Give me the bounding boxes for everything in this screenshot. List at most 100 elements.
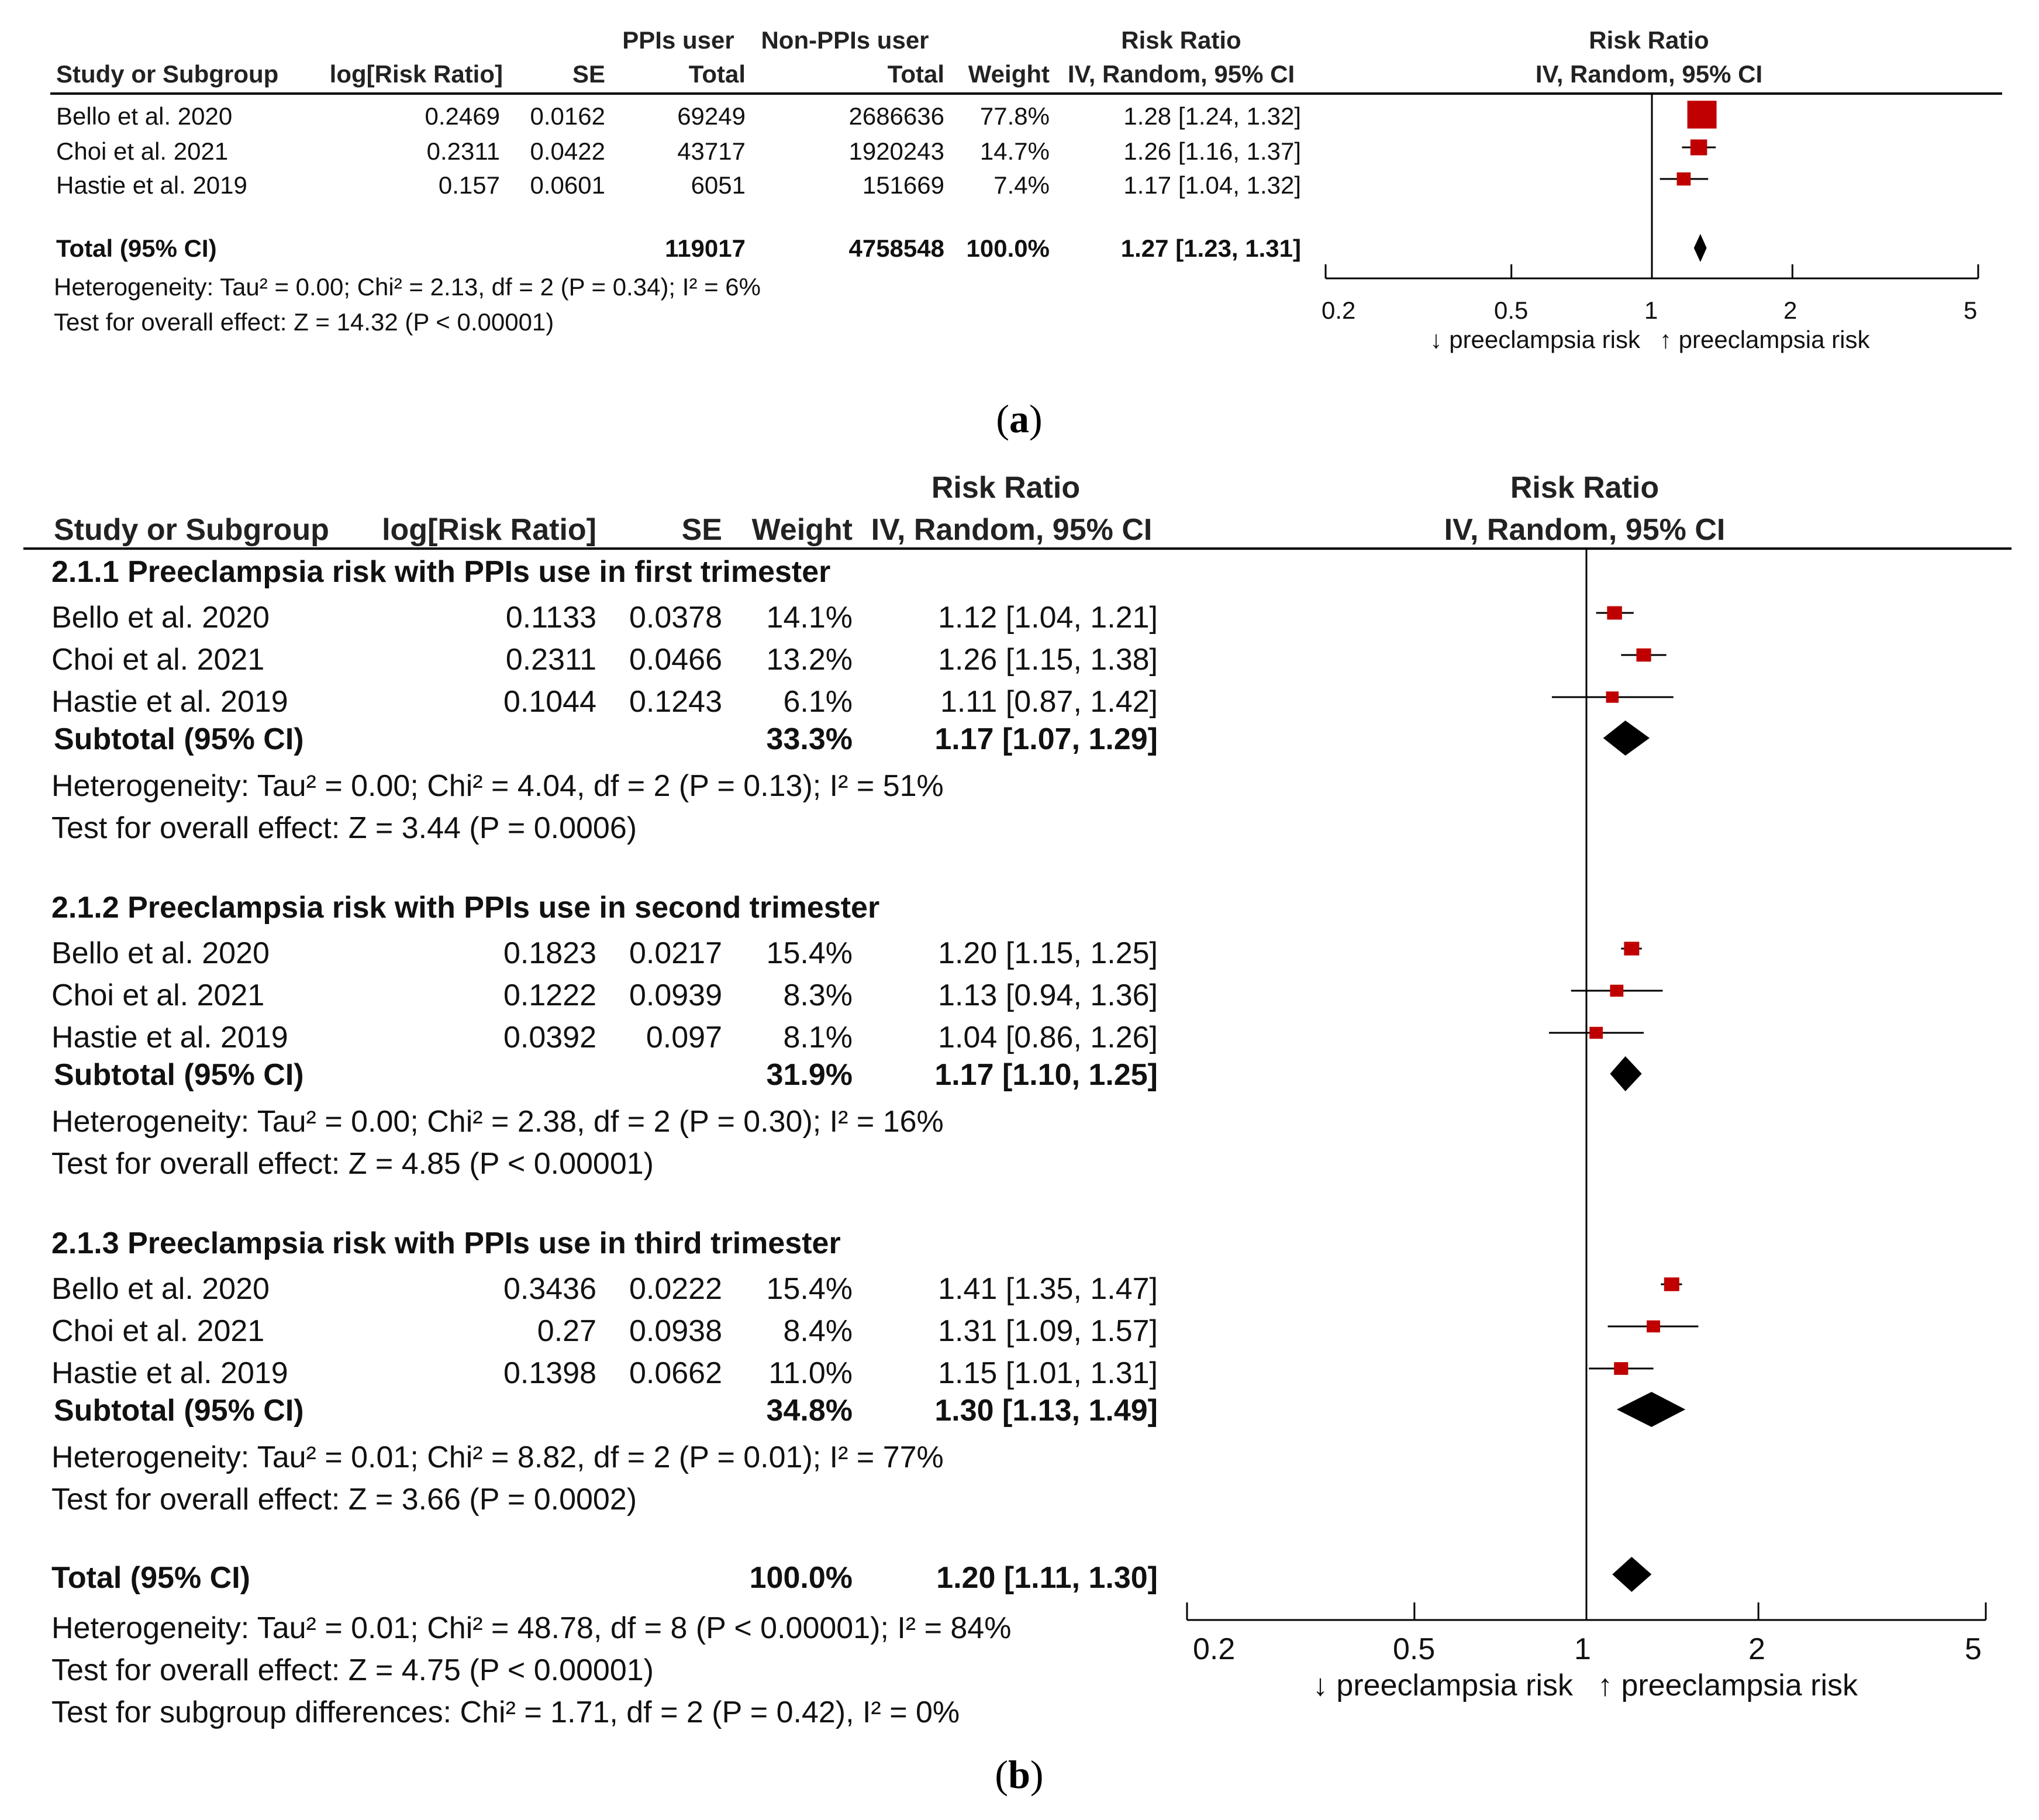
study-square <box>1614 1362 1629 1375</box>
total-label: Total (95% CI) <box>56 235 217 262</box>
ci-text: 1.28 [1.24, 1.32] <box>1123 102 1301 130</box>
se-value: 0.0217 <box>629 936 722 970</box>
subtotal-label: Subtotal (95% CI) <box>54 1058 304 1092</box>
axis-tick-label: 0.5 <box>1494 297 1529 324</box>
weight-value: 77.8% <box>979 102 1050 130</box>
se-value: 0.0939 <box>629 978 722 1012</box>
se-value: 0.0222 <box>629 1272 722 1306</box>
heterogeneity-text: Heterogeneity: Tau² = 0.00; Chi² = 2.13,… <box>54 273 761 301</box>
study-square <box>1676 172 1691 186</box>
rr-method-header: IV, Random, 95% CI <box>871 513 1153 547</box>
se-value: 0.097 <box>646 1021 722 1054</box>
overall-effect-text: Test for overall effect: Z = 4.85 (P < 0… <box>51 1147 654 1181</box>
heterogeneity-text: Heterogeneity: Tau² = 0.00; Chi² = 4.04,… <box>51 769 944 803</box>
axis-left-label: ↓ preeclampsia risk <box>1312 1669 1573 1702</box>
weight-value: 8.4% <box>783 1314 853 1348</box>
total-label: Total (95% CI) <box>51 1561 250 1595</box>
study-name: Choi et al. 2021 <box>51 643 265 677</box>
se-value: 0.0378 <box>629 601 722 635</box>
study-square <box>1607 606 1622 620</box>
total1-column-header: Total <box>688 60 746 88</box>
study-name: Bello et al. 2020 <box>56 102 233 130</box>
study-name: Bello et al. 2020 <box>51 601 270 635</box>
subtotal-weight: 33.3% <box>766 722 853 756</box>
rr-top-header: Risk Ratio <box>931 471 1081 505</box>
panel-a-caption: (a) <box>996 397 1043 441</box>
se-column-header: SE <box>681 513 722 547</box>
total2-value: 2686636 <box>848 102 944 130</box>
study-name: Hastie et al. 2019 <box>51 685 288 719</box>
axis-right-label: ↑ preeclampsia risk <box>1660 326 1870 353</box>
se-value: 0.1243 <box>629 685 722 719</box>
logrr-column-header: log[Risk Ratio] <box>382 513 596 547</box>
total-ci-text: 1.20 [1.11, 1.30] <box>936 1561 1158 1595</box>
total-weight: 100.0% <box>966 235 1050 262</box>
study-name: Hastie et al. 2019 <box>51 1021 288 1054</box>
pooled-diamond <box>1603 721 1650 756</box>
total2-value: 151669 <box>862 171 944 199</box>
ci-text: 1.04 [0.86, 1.26] <box>938 1021 1158 1054</box>
total1-value: 69249 <box>677 102 746 130</box>
logrr-value: 0.1823 <box>503 936 596 970</box>
logrr-value: 0.1044 <box>503 685 596 719</box>
total-ci-text: 1.27 [1.23, 1.31] <box>1120 235 1301 262</box>
se-value: 0.0662 <box>629 1356 722 1390</box>
subtotal-weight: 31.9% <box>766 1058 853 1092</box>
overall-effect-text: Test for overall effect: Z = 14.32 (P < … <box>54 308 554 336</box>
weight-column-header: Weight <box>751 513 853 547</box>
weight-value: 13.2% <box>766 643 853 677</box>
ci-text: 1.13 [0.94, 1.36] <box>938 978 1158 1012</box>
axis-tick-label: 1 <box>1644 297 1658 324</box>
weight-value: 7.4% <box>993 171 1050 199</box>
heterogeneity-text: Heterogeneity: Tau² = 0.01; Chi² = 8.82,… <box>51 1440 944 1474</box>
subtotal-label: Subtotal (95% CI) <box>54 1394 304 1428</box>
logrr-value: 0.2469 <box>425 102 500 130</box>
logrr-value: 0.2311 <box>426 137 500 165</box>
study-name: Bello et al. 2020 <box>51 936 270 970</box>
pooled-diamond <box>1616 1392 1686 1427</box>
se-value: 0.0601 <box>530 171 605 199</box>
subtotal-ci-text: 1.30 [1.13, 1.49] <box>934 1394 1158 1428</box>
logrr-value: 0.27 <box>537 1314 596 1348</box>
study-name: Choi et al. 2021 <box>51 1314 265 1348</box>
ci-text: 1.26 [1.16, 1.37] <box>1123 137 1301 165</box>
study-name: Hastie et al. 2019 <box>51 1356 288 1390</box>
axis-tick-label: 0.2 <box>1322 297 1356 324</box>
subgroup-title: 2.1.2 Preeclampsia risk with PPIs use in… <box>51 891 880 925</box>
overall-effect-text: Test for overall effect: Z = 3.44 (P = 0… <box>51 811 637 845</box>
total-weight: 100.0% <box>749 1561 853 1595</box>
subgroup-title: 2.1.1 Preeclampsia risk with PPIs use in… <box>51 555 831 589</box>
pooled-diamond <box>1610 1056 1642 1091</box>
study-name: Choi et al. 2021 <box>51 978 265 1012</box>
ci-text: 1.17 [1.04, 1.32] <box>1123 171 1301 199</box>
logrr-value: 0.1398 <box>503 1356 596 1390</box>
ci-text: 1.26 [1.15, 1.38] <box>938 643 1158 677</box>
study-square <box>1610 984 1624 997</box>
ci-text: 1.41 [1.35, 1.47] <box>938 1272 1158 1306</box>
study-square <box>1690 139 1707 156</box>
logrr-value: 0.1133 <box>505 601 596 635</box>
se-value: 0.0938 <box>629 1314 722 1348</box>
ppis-user-header: PPIs user <box>622 26 734 54</box>
panel-b-caption: (b) <box>995 1752 1044 1797</box>
logrr-value: 0.1222 <box>503 978 596 1012</box>
weight-value: 14.7% <box>979 137 1050 165</box>
study-square <box>1687 101 1717 129</box>
plot-method-header: IV, Random, 95% CI <box>1535 60 1763 88</box>
ci-text: 1.31 [1.09, 1.57] <box>938 1314 1158 1348</box>
study-square <box>1606 691 1619 703</box>
axis-right-label: ↑ preeclampsia risk <box>1598 1669 1858 1702</box>
study-name: Hastie et al. 2019 <box>56 171 247 199</box>
non-ppis-user-header: Non-PPIs user <box>761 26 929 54</box>
weight-value: 14.1% <box>766 601 853 635</box>
logrr-value: 0.0392 <box>503 1021 596 1054</box>
logrr-value: 0.3436 <box>503 1272 596 1306</box>
subgroup-title: 2.1.3 Preeclampsia risk with PPIs use in… <box>51 1226 841 1260</box>
subtotal-ci-text: 1.17 [1.07, 1.29] <box>934 722 1158 756</box>
axis-tick-label: 5 <box>1964 297 1978 324</box>
subtotal-weight: 34.8% <box>766 1394 853 1428</box>
ci-text: 1.15 [1.01, 1.31] <box>938 1356 1158 1390</box>
study-name: Bello et al. 2020 <box>51 1272 270 1306</box>
logrr-column-header: log[Risk Ratio] <box>329 60 503 88</box>
